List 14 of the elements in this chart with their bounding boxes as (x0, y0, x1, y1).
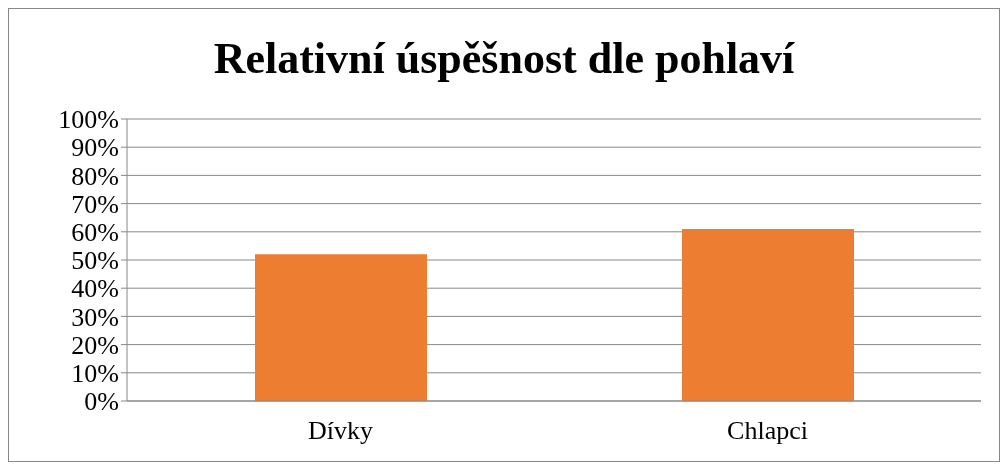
y-tick-label: 100% (58, 105, 119, 135)
x-tick-label: Chlapci (727, 416, 808, 446)
y-tick-label: 70% (71, 189, 119, 219)
y-tick-label: 90% (71, 133, 119, 163)
y-tick-label: 60% (71, 218, 119, 248)
y-tick-label: 80% (71, 161, 119, 191)
y-tick-label: 10% (71, 359, 119, 389)
y-tick-label: 30% (71, 302, 119, 332)
x-tick-label: Dívky (308, 416, 373, 446)
y-tick-label: 20% (71, 330, 119, 360)
y-tick-label: 0% (84, 387, 119, 417)
y-tick-label: 50% (71, 246, 119, 276)
y-tick-label: 40% (71, 274, 119, 304)
chart-title: Relativní úspěšnost dle pohlaví (213, 34, 795, 83)
